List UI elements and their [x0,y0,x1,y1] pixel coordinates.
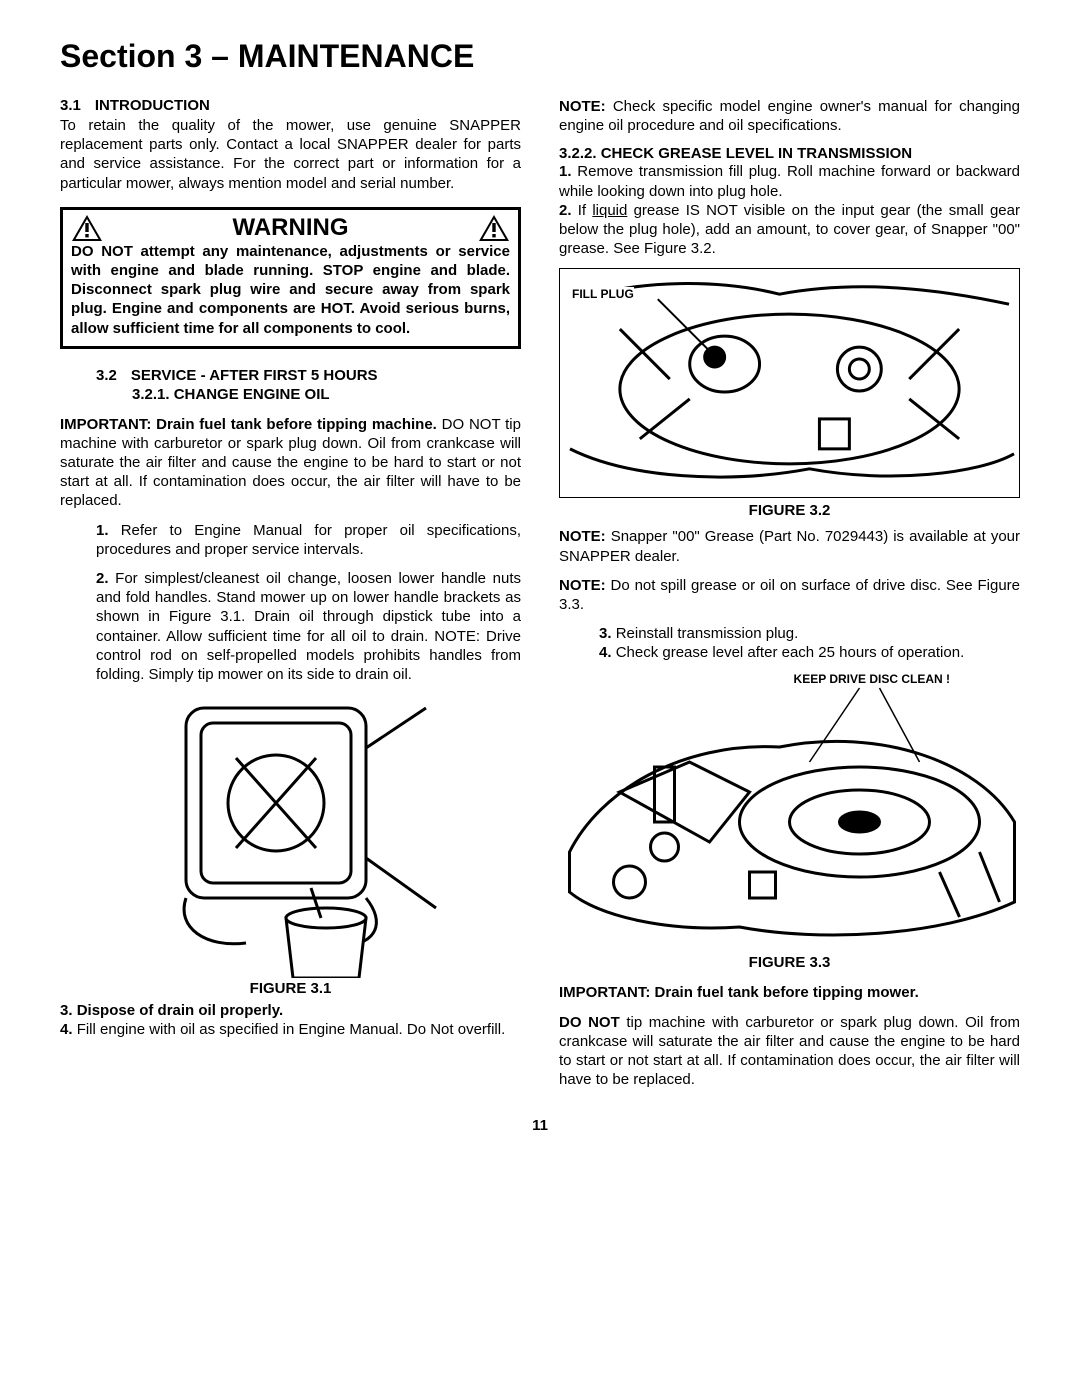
two-column-layout: 3.1 INTRODUCTION To retain the quality o… [60,97,1020,1099]
item-number: 2. [96,570,109,587]
drive-disc-illustration [559,672,1020,952]
item-number: 4. [60,1021,73,1038]
list-item-1: 1. Refer to Engine Manual for proper oil… [96,521,521,559]
r-list-item-1: 1. Remove transmission fill plug. Roll m… [559,162,1020,200]
figure-caption: FIGURE 3.2 [559,502,1020,519]
section-number: 3.2 [96,367,117,384]
note-engine-manual: NOTE: Check specific model engine owner'… [559,97,1020,135]
section-3-2-1-heading: 3.2.1. CHANGE ENGINE OIL [132,386,521,403]
warning-title: WARNING [103,214,478,242]
item-number: 3. [60,1002,73,1019]
subsection-number: 3.2.2. [559,145,597,162]
section-number: 3.1 [60,97,81,114]
keep-drive-disc-clean-label: KEEP DRIVE DISC CLEAN ! [794,672,950,686]
warning-icon [478,214,510,242]
do-not-tip-paragraph: DO NOT tip machine with carburetor or sp… [559,1013,1020,1090]
left-column: 3.1 INTRODUCTION To retain the quality o… [60,97,521,1099]
item-number: 1. [559,163,572,180]
figure-caption: FIGURE 3.1 [60,980,521,997]
warning-body: DO NOT attempt any maintenance, adjustme… [71,242,510,338]
section-3-2-heading: 3.2 SERVICE - AFTER FIRST 5 HOURS [96,367,521,384]
liquid-underlined: liquid [592,202,627,219]
section-3-1-heading: 3.1 INTRODUCTION [60,97,521,114]
item-text: For simplest/cleanest oil change, loosen… [96,570,521,683]
section-3-2-2-heading: 3.2.2. CHECK GREASE LEVEL IN TRANSMISSIO… [559,145,1020,162]
note-lead: NOTE: [559,528,606,545]
right-column: NOTE: Check specific model engine owner'… [559,97,1020,1099]
subsection-title: CHANGE ENGINE OIL [174,386,330,403]
note-no-spill: NOTE: Do not spill grease or oil on surf… [559,576,1020,614]
note-lead: NOTE: [559,98,606,115]
item-text: Reinstall transmission plug. [616,625,799,642]
intro-body: To retain the quality of the mower, use … [60,116,521,193]
item-number: 2. [559,202,572,219]
section-title: INTRODUCTION [95,97,210,114]
item-text: Check grease level after each 25 hours o… [616,644,965,661]
note-snapper-grease: NOTE: Snapper "00" Grease (Part No. 7029… [559,527,1020,565]
do-not-body: tip machine with carburetor or spark plu… [559,1014,1020,1089]
item-text-b: grease IS NOT visible on the input gear … [559,202,1020,257]
warning-box: WARNING DO NOT attempt any maintenance, … [60,207,521,349]
item-text-a: If [578,202,593,219]
item-text: Remove transmission fill plug. Roll mach… [559,163,1020,199]
subsection-number: 3.2.1. [132,386,170,403]
figure-3-1: FIGURE 3.1 [60,688,521,997]
r-list-item-4: 4. Check grease level after each 25 hour… [599,643,1020,662]
item-text: Dispose of drain oil properly. [77,1002,283,1019]
item-number: 1. [96,522,109,539]
figure-3-2: FILL PLUG [559,268,1020,498]
page-number: 11 [60,1117,1020,1134]
note-lead: NOTE: [559,577,606,594]
note-body: Do not spill grease or oil on surface of… [559,577,1020,613]
fill-plug-label: FILL PLUG [572,287,634,301]
list-item-4: 4. Fill engine with oil as specified in … [60,1020,521,1039]
mower-tipped-illustration [116,688,466,978]
page-title: Section 3 – MAINTENANCE [60,38,1020,75]
figure-caption: FIGURE 3.3 [559,954,1020,971]
important-lead: IMPORTANT: Drain fuel tank before tippin… [60,416,437,433]
figure-3-3: KEEP DRIVE DISC CLEAN ! [559,672,1020,952]
do-not-lead: DO NOT [559,1014,620,1031]
item-text: Fill engine with oil as specified in Eng… [77,1021,506,1038]
list-item-2: 2. For simplest/cleanest oil change, loo… [96,569,521,684]
item-number: 3. [599,625,612,642]
section-title: SERVICE - AFTER FIRST 5 HOURS [131,367,378,384]
r-list-item-2: 2. If liquid grease IS NOT visible on th… [559,201,1020,259]
list-item-3: 3. Dispose of drain oil properly. [60,1001,521,1020]
item-text: Refer to Engine Manual for proper oil sp… [96,522,521,558]
subsection-title: CHECK GREASE LEVEL IN TRANSMISSION [601,145,912,162]
r-list-item-3: 3. Reinstall transmission plug. [599,624,1020,643]
transmission-fill-plug-illustration [560,269,1019,497]
important-drain-fuel-2: IMPORTANT: Drain fuel tank before tippin… [559,983,1020,1002]
important-drain-fuel: IMPORTANT: Drain fuel tank before tippin… [60,415,521,511]
warning-icon [71,214,103,242]
note-body: Check specific model engine owner's manu… [559,98,1020,134]
note-body: Snapper "00" Grease (Part No. 7029443) i… [559,528,1020,564]
item-number: 4. [599,644,612,661]
